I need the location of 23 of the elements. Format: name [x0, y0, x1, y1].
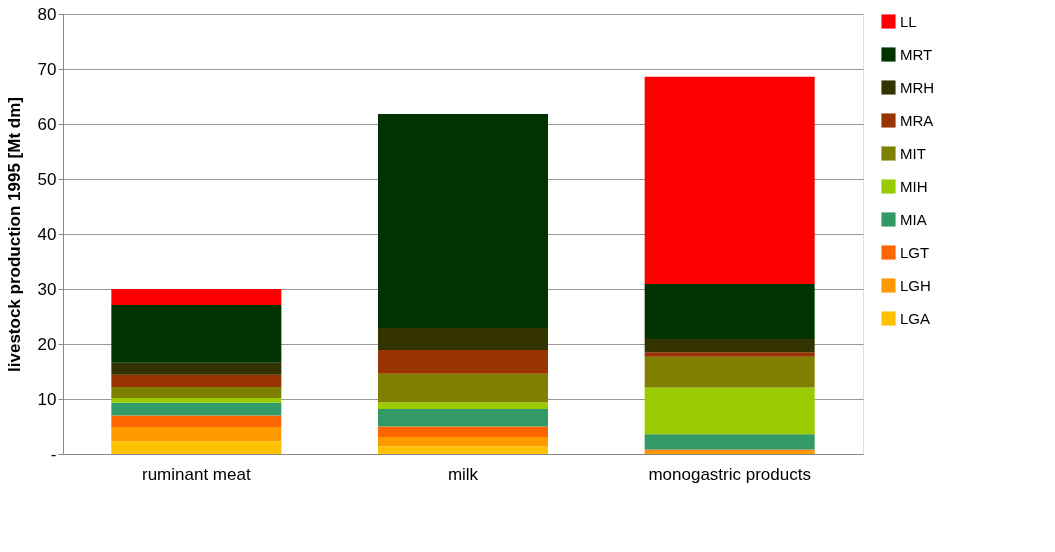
y-tick-label: 50 [37, 169, 57, 189]
y-tick-label: 60 [37, 114, 57, 134]
legend-label: LGH [900, 276, 931, 294]
legend-label: MRT [900, 45, 933, 63]
legend-label: MIT [900, 144, 926, 162]
legend-label: LL [900, 12, 917, 30]
legend-label: MIH [900, 177, 928, 195]
y-tick-label: 40 [37, 224, 57, 244]
x-tick-label: milk [447, 464, 479, 484]
y-tick-label: 80 [37, 4, 57, 24]
y-axis-title: livestock production 1995 [Mt dm] [4, 97, 24, 372]
x-tick-label: ruminant meat [142, 464, 251, 484]
legend-label: MRH [900, 78, 935, 96]
y-tick-label: 70 [37, 59, 57, 79]
x-tick-label: monogastric products [648, 464, 811, 484]
legend-label: LGT [900, 243, 930, 261]
y-tick-label: 10 [37, 389, 57, 409]
y-tick-label: 30 [37, 279, 57, 299]
legend-label: MRA [900, 111, 934, 129]
legend-label: MIA [900, 210, 927, 228]
y-tick-label: - [50, 444, 57, 464]
y-tick-label: 20 [37, 334, 57, 354]
legend-label: LGA [900, 309, 931, 327]
